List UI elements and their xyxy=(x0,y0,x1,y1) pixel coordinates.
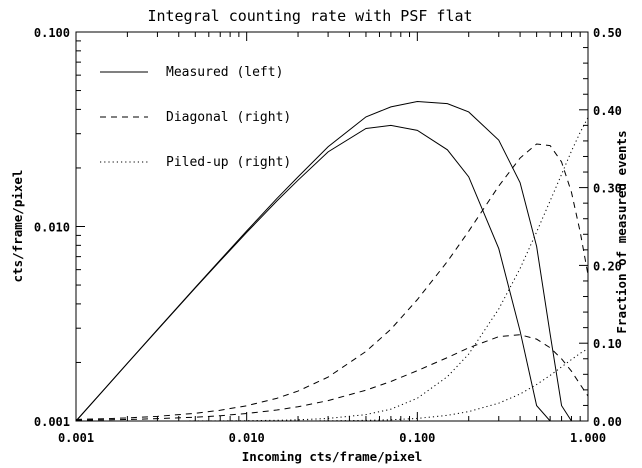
series-dashed-3 xyxy=(75,334,589,421)
legend: Measured (left) Diagonal (right) Piled-up … xyxy=(100,65,291,170)
x-tick-label: 0.100 xyxy=(399,431,435,445)
y-right-tick-label: 0.10 xyxy=(593,337,622,351)
y-right-tick-label: 0.40 xyxy=(593,104,622,118)
y-right-tick-label: 0.00 xyxy=(593,415,622,429)
x-tick-label: 1.000 xyxy=(570,431,606,445)
series-solid-1 xyxy=(75,124,588,422)
axis-ticks xyxy=(75,31,588,422)
series-dashed-2 xyxy=(75,143,589,420)
y-right-tick-label: 0.20 xyxy=(593,259,622,273)
y-axis-label-right: Fraction of measured events xyxy=(614,130,629,333)
series-layer xyxy=(75,101,589,422)
y-right-tick-label: 0.50 xyxy=(593,26,622,40)
y-left-tick-label: 0.010 xyxy=(34,221,70,235)
plot-frame xyxy=(75,31,589,422)
x-axis-label: Incoming cts/frame/pixel xyxy=(242,449,423,464)
series-dotted-5 xyxy=(76,348,589,422)
y-axis-label-left: cts/frame/pixel xyxy=(10,170,25,283)
x-tick-label: 0.001 xyxy=(58,431,94,445)
legend-label: Piled-up (right) xyxy=(166,155,291,170)
y-left-tick-label: 0.001 xyxy=(34,415,70,429)
series-dotted-4 xyxy=(76,117,589,422)
y-left-tick-label: 0.100 xyxy=(34,26,70,40)
tick-labels: 0.001 0.010 0.100 1.000 0.001 0.010 0.100 0.00 0… xyxy=(34,26,622,445)
legend-label: Measured (left) xyxy=(166,65,283,80)
x-tick-label: 0.010 xyxy=(229,431,265,445)
y-right-tick-label: 0.30 xyxy=(593,182,622,196)
legend-label: Diagonal (right) xyxy=(166,110,291,125)
chart-title: Integral counting rate with PSF flat xyxy=(147,7,472,25)
